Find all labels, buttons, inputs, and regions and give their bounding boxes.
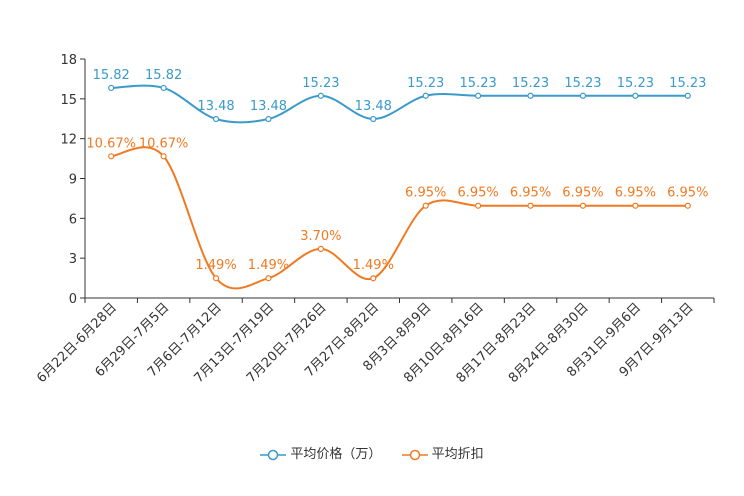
data-label: 1.49% [353,258,394,273]
data-label: 3.70% [300,229,341,244]
legend-label-price: 平均价格（万） [290,447,382,462]
y-tick-label: 3 [69,252,77,267]
data-point[interactable] [527,202,534,209]
data-label: 13.48 [355,99,392,114]
y-tick-label: 0 [69,292,77,307]
y-tick-label: 12 [60,133,77,148]
data-point[interactable] [108,84,115,92]
data-point[interactable] [684,202,691,209]
data-label: 6.95% [405,186,446,201]
data-point[interactable] [579,92,587,99]
data-label: 15.23 [460,76,497,91]
legend-item-price[interactable]: 平均价格（万） [260,443,381,462]
data-point[interactable] [265,275,272,282]
data-point[interactable] [317,92,324,99]
legend: 平均价格（万） 平均折扣 [0,443,744,462]
y-tick-label: 9 [69,173,77,188]
y-tick-label: 18 [60,53,77,68]
data-label: 15.23 [669,76,706,91]
data-point[interactable] [160,84,167,92]
data-point[interactable] [265,115,272,123]
legend-item-discount[interactable]: 平均折扣 [401,443,484,462]
data-label: 10.67% [86,136,136,151]
data-label: 13.48 [197,99,234,114]
data-label: 15.23 [407,76,444,91]
legend-label-discount: 平均折扣 [431,447,484,462]
data-label: 13.48 [250,99,287,114]
data-point[interactable] [527,92,534,99]
y-tick-label: 6 [69,212,77,227]
data-label: 15.23 [302,76,339,91]
data-point[interactable] [160,153,167,160]
data-point[interactable] [684,92,691,99]
legend-line-circle-icon [401,449,428,460]
data-point[interactable] [579,202,587,209]
series-line-0 [111,84,688,124]
data-label: 1.49% [195,258,236,273]
data-point[interactable] [370,275,377,282]
data-label: 6.95% [615,186,656,201]
data-point[interactable] [422,92,429,99]
data-labels: 15.82 15.82 13.48 13.48 15.23 13.48 15.23 15.23… [86,68,708,273]
data-label: 6.95% [510,186,551,201]
data-label: 1.49% [248,258,289,273]
data-label: 6.95% [667,186,708,201]
data-point[interactable] [212,275,220,282]
legend-line-circle-icon [260,449,287,460]
y-tick-label: 15 [60,93,77,108]
data-point[interactable] [632,202,639,209]
data-point[interactable] [370,115,377,123]
data-point[interactable] [475,92,482,99]
data-point[interactable] [422,202,429,209]
data-point[interactable] [212,115,220,123]
data-label: 6.95% [562,186,603,201]
data-point[interactable] [108,153,115,160]
data-point[interactable] [317,245,324,252]
data-label: 15.82 [145,68,182,83]
data-point[interactable] [632,92,639,99]
data-label: 15.23 [617,76,654,91]
data-label: 15.82 [93,68,130,83]
data-point[interactable] [475,202,482,209]
data-label: 15.23 [564,76,601,91]
data-label: 15.23 [512,76,549,91]
series-layer [108,84,691,290]
data-label: 10.67% [139,136,189,151]
data-label: 6.95% [457,186,498,201]
